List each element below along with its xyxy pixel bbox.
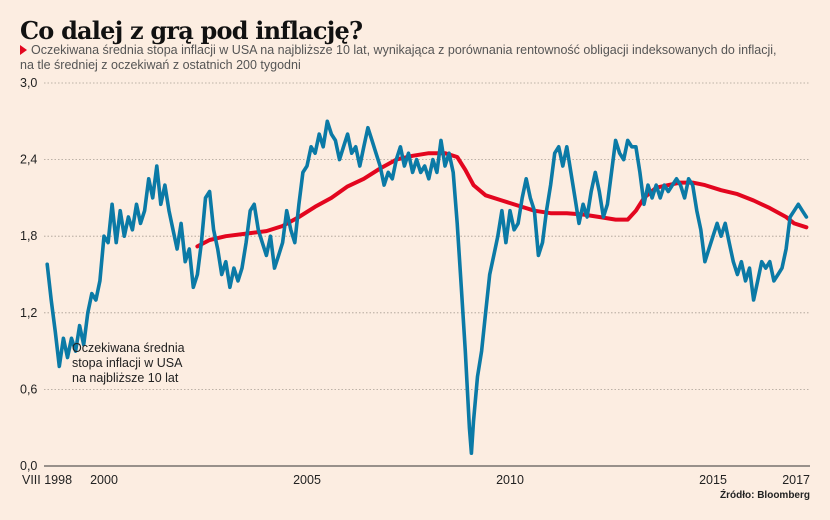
x-tick-label: VIII 1998 — [22, 473, 72, 487]
annotation-line: na najbliższe 10 lat — [72, 371, 179, 385]
bullet-triangle-icon — [20, 45, 27, 55]
x-tick-label: 2015 — [699, 473, 727, 487]
y-tick-label: 3,0 — [20, 76, 37, 90]
subtitle-line-2: na tle średniej z oczekiwań z ostatnich … — [20, 58, 301, 72]
annotation-line: stopa inflacji w USA — [72, 356, 183, 370]
y-tick-labels: 0,0 0,6 1,2 1,8 2,4 3,0 — [20, 76, 37, 473]
y-tick-label: 0,6 — [20, 382, 37, 396]
chart-subtitle: Oczekiwana średnia stopa inflacji w USA … — [20, 43, 820, 73]
y-tick-label: 0,0 — [20, 459, 37, 473]
chart-title: Co dalej z grą pod inflację? — [20, 16, 363, 45]
y-tick-label: 1,8 — [20, 229, 37, 243]
x-tick-label: 2000 — [90, 473, 118, 487]
series-lines — [45, 119, 809, 455]
subtitle-line-1: Oczekiwana średnia stopa inflacji w USA … — [31, 43, 777, 57]
x-tick-label: 2010 — [496, 473, 524, 487]
series-line-expected-inflation — [45, 119, 809, 455]
x-tick-labels: VIII 1998 2000 2005 2010 2015 2017 — [22, 473, 810, 487]
annotation-line: Oczekiwana średnia — [72, 341, 185, 355]
series-line-200w-average — [195, 151, 809, 249]
y-tick-label: 1,2 — [20, 306, 37, 320]
grid-lines — [44, 82, 810, 467]
y-tick-label: 2,4 — [20, 153, 37, 167]
x-tick-label: 2017 — [782, 473, 810, 487]
source-note: Źródło: Bloomberg — [720, 490, 810, 501]
x-tick-label: 2005 — [293, 473, 321, 487]
